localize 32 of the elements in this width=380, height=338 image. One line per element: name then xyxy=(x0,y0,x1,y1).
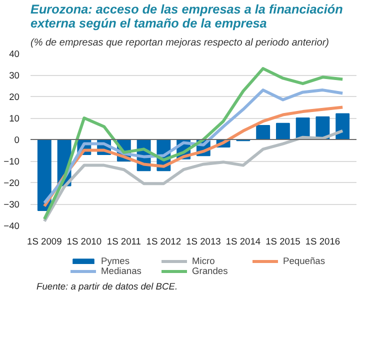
y-tick-label: 20 xyxy=(9,92,20,102)
y-tick-label: −40 xyxy=(4,221,20,231)
y-tick-label: −30 xyxy=(4,200,20,210)
x-tick-label: 1S 2012 xyxy=(146,236,182,246)
line-series xyxy=(42,88,344,204)
x-tick-label: 1S 2016 xyxy=(305,236,340,246)
x-tick-label: 1S 2009 xyxy=(27,236,62,246)
x-tick-label: 1S 2014 xyxy=(226,236,261,246)
x-tick-label: 1S 2010 xyxy=(66,236,102,246)
x-tick-label: 1S 2013 xyxy=(186,236,221,246)
y-tick-label: −20 xyxy=(4,178,20,188)
bar xyxy=(276,122,290,140)
legend-label: Medianas xyxy=(101,266,142,276)
line-series xyxy=(42,129,344,223)
legend-label: Micro xyxy=(192,256,216,266)
bar xyxy=(336,113,350,140)
y-tick-label: 0 xyxy=(14,135,20,145)
chart-title: Eurozona: acceso de las empresas a la financiación externa según el tamaño de la empresa xyxy=(30,2,344,30)
bar xyxy=(37,139,52,211)
source-note: Fuente: a partir de datos del BCE. xyxy=(36,282,178,292)
y-tick-label: 10 xyxy=(9,114,20,124)
x-tick-label: 1S 2011 xyxy=(106,236,141,246)
legend-label: Grandes xyxy=(192,266,229,276)
chart-subtitle: (% de empresas que reportan mejoras respecto al periodo anterior) xyxy=(30,38,329,48)
line-series xyxy=(42,67,344,221)
x-tick-label: 1S 2015 xyxy=(266,236,300,246)
y-tick-label: 40 xyxy=(9,49,20,59)
y-tick-label: −10 xyxy=(4,156,20,166)
legend-label: Pymes xyxy=(101,256,131,266)
bar xyxy=(256,125,270,140)
legend-label: Pequeñas xyxy=(283,256,326,266)
y-tick-label: 30 xyxy=(9,70,20,80)
